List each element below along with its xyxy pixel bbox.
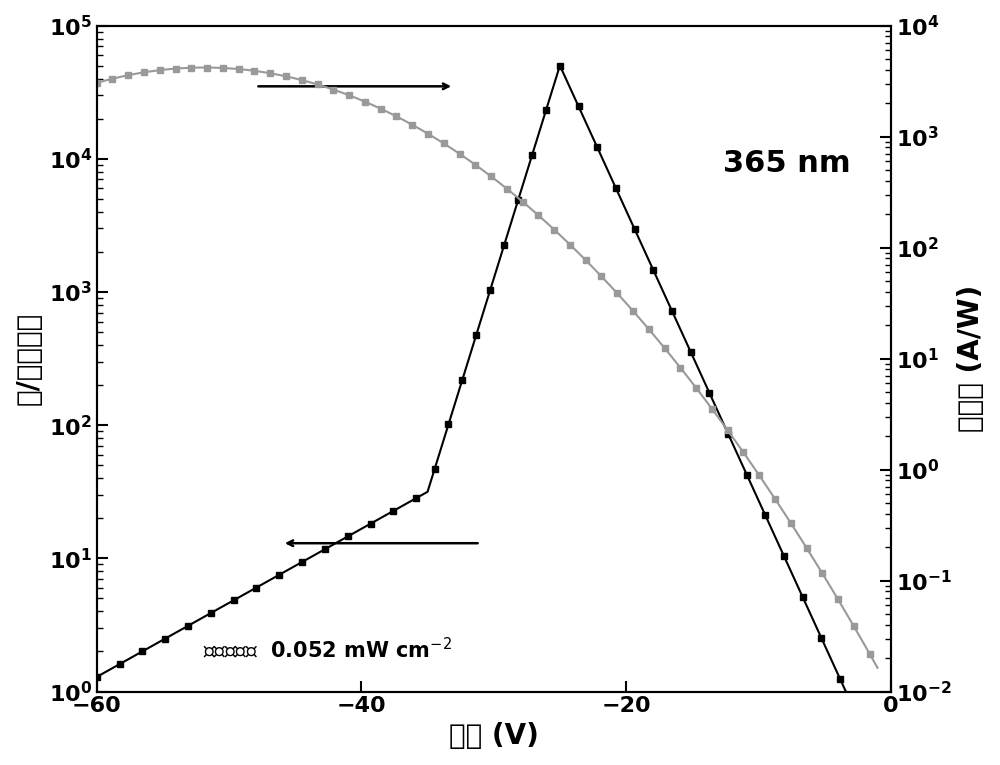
- X-axis label: 栊压 (V): 栊压 (V): [449, 722, 539, 750]
- Y-axis label: 响应度 (A/W): 响应度 (A/W): [957, 285, 985, 432]
- Text: 365 nm: 365 nm: [723, 148, 851, 177]
- Text: 入射光强：  0.052 mW cm$^{-2}$: 入射光强： 0.052 mW cm$^{-2}$: [203, 636, 452, 662]
- Y-axis label: 光/暗电流比: 光/暗电流比: [15, 312, 43, 405]
